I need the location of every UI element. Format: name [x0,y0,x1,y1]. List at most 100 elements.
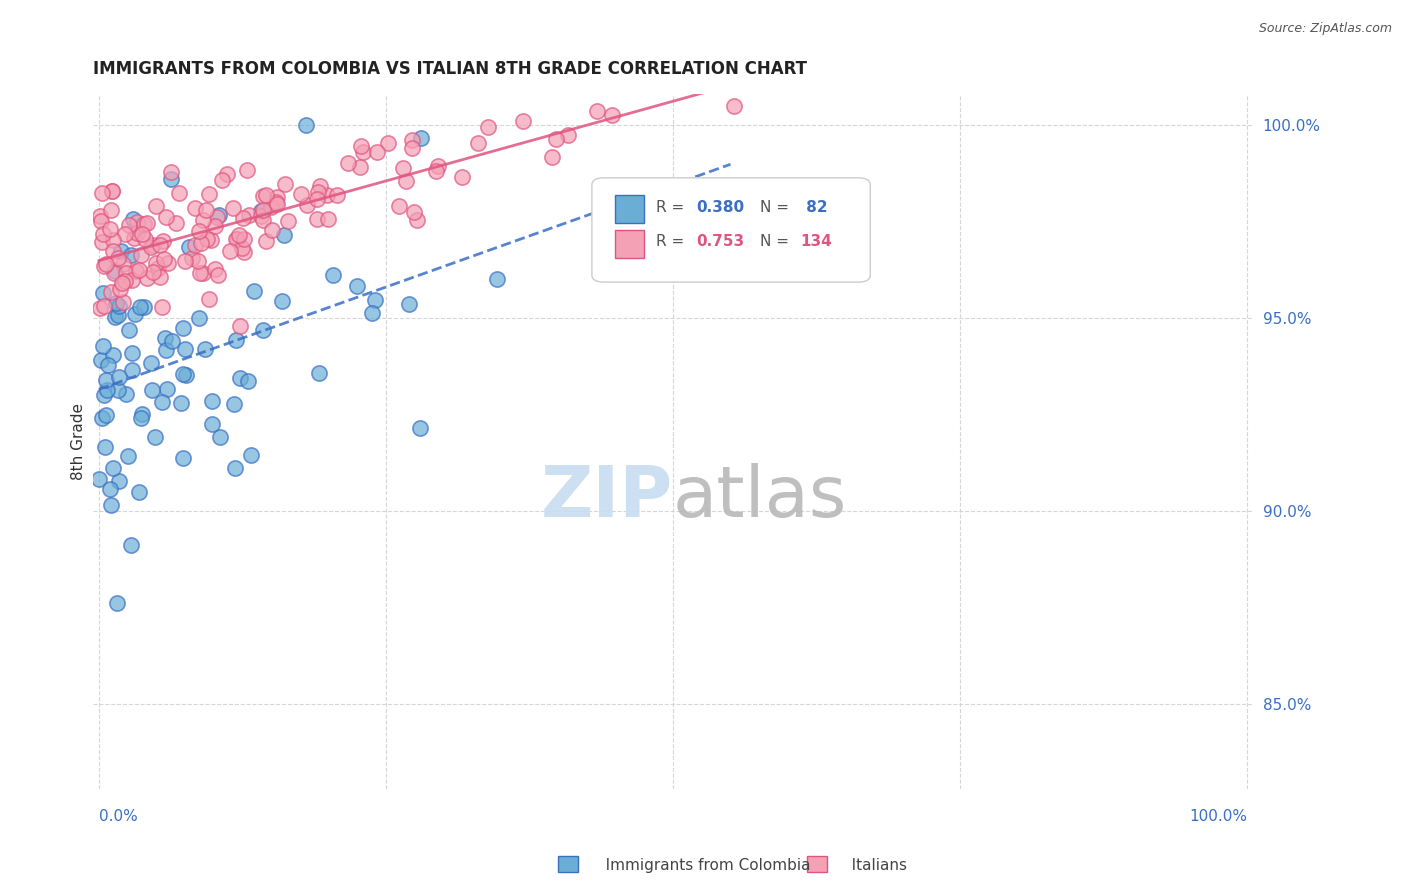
Point [103,264,125,278]
Point [121,272,143,286]
Point [243,284,266,298]
Point [600,108,623,122]
Point [274,177,297,191]
Point [100,285,122,299]
Point [184,238,207,252]
Bar [558,856,578,872]
Point [254,187,277,202]
Point [91,227,114,241]
Text: N =: N = [761,200,794,214]
Bar [807,856,827,872]
Point [225,232,247,246]
Point [101,348,124,362]
Point [107,251,129,265]
Point [208,429,231,443]
Point [295,118,318,132]
Point [145,199,167,213]
Point [91,339,114,353]
Point [252,212,274,227]
Point [89,210,111,224]
Point [364,293,387,307]
Point [91,235,114,249]
Point [115,386,138,401]
Point [226,231,249,245]
Text: 100.0%: 100.0% [1189,809,1247,823]
Point [191,266,214,280]
Point [167,186,190,201]
Point [150,394,173,409]
Point [159,172,181,186]
Point [149,270,172,285]
Point [136,215,159,229]
Point [366,145,388,159]
Point [121,363,143,377]
Point [308,366,330,380]
Point [409,130,432,145]
Point [98,483,121,497]
Point [124,307,146,321]
Point [155,343,177,357]
Point [201,417,224,431]
Point [94,408,117,422]
Point [308,179,330,194]
Point [197,187,219,202]
Point [252,323,274,337]
Point [108,370,131,384]
Point [91,286,114,301]
Point [401,133,423,147]
Point [94,440,117,454]
Text: R =: R = [655,235,689,249]
Point [512,114,534,128]
Point [122,212,145,227]
Point [120,538,142,552]
Point [121,346,143,360]
Point [101,244,124,259]
Point [264,195,287,210]
Point [93,299,115,313]
Point [195,202,218,217]
Point [101,184,124,198]
Point [217,167,239,181]
Text: 82: 82 [800,200,827,214]
Text: IMMIGRANTS FROM COLOMBIA VS ITALIAN 8TH GRADE CORRELATION CHART: IMMIGRANTS FROM COLOMBIA VS ITALIAN 8TH … [93,60,807,78]
Point [128,263,150,277]
Text: Italians: Italians [837,858,907,872]
Point [143,430,166,444]
Point [277,213,299,227]
Point [266,197,288,211]
Text: R =: R = [655,200,689,214]
Point [118,323,141,337]
Point [96,257,118,271]
Point [101,461,124,475]
Point [250,203,273,218]
Point [352,145,374,159]
Point [172,320,194,334]
Point [107,308,129,322]
Point [120,247,142,261]
Point [233,245,256,260]
Point [155,211,177,225]
Point [156,256,179,270]
Point [349,160,371,174]
Point [193,213,215,227]
Point [170,396,193,410]
Point [307,211,329,226]
Point [557,128,579,142]
Text: 0.753: 0.753 [696,235,744,249]
Point [90,214,112,228]
Point [91,411,114,425]
Point [451,170,474,185]
Point [160,165,183,179]
Point [188,224,211,238]
Point [101,233,124,247]
Point [125,264,148,278]
Point [90,352,112,367]
Point [172,451,194,466]
Point [544,131,567,145]
Point [125,215,148,229]
Point [165,216,187,230]
Point [477,120,499,135]
Point [108,474,131,488]
Point [224,397,246,411]
Point [142,238,165,252]
